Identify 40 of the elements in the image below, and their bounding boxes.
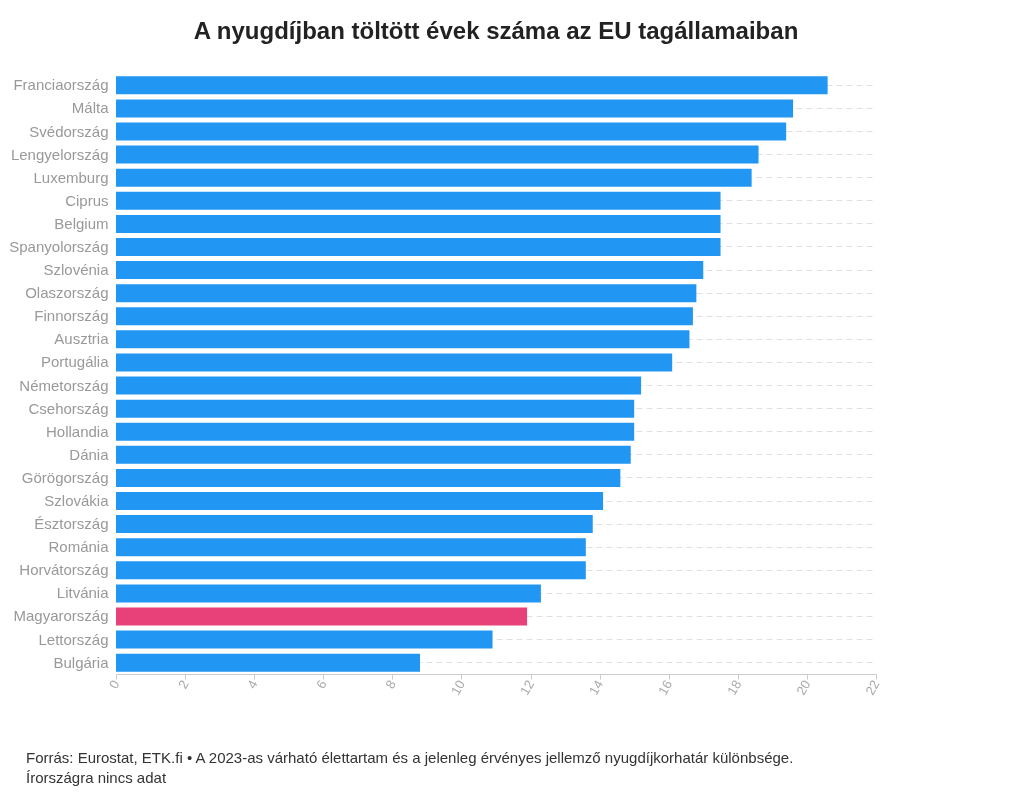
y-tick-label: Málta <box>71 99 110 117</box>
y-tick-label: Belgium <box>54 214 109 232</box>
y-tick-label: Portugália <box>40 353 110 371</box>
x-tick-label: 4 <box>244 677 261 692</box>
chart-title: A nyugdíjban töltött évek száma az EU tagállamaiban <box>193 17 799 44</box>
y-tick-label: Horvátország <box>19 561 109 579</box>
y-tick-label: Németország <box>19 376 109 394</box>
y-tick-label: Görögország <box>21 468 109 486</box>
y-tick-label: Románia <box>48 538 110 556</box>
y-tick-label: Svédország <box>29 122 109 140</box>
x-tick-label: 20 <box>793 677 814 698</box>
y-tick-label: Litvánia <box>56 584 110 602</box>
x-tick-label: 22 <box>862 677 883 698</box>
y-tick-label: Lengyelország <box>10 145 109 163</box>
y-tick-label: Ausztria <box>54 330 110 348</box>
x-tick-label: 6 <box>313 677 330 692</box>
y-tick-label: Lettország <box>38 630 109 648</box>
x-tick-label: 10 <box>447 677 469 698</box>
x-tick-label: 0 <box>105 677 123 692</box>
y-tick-label: Luxemburg <box>33 168 109 186</box>
x-tick-label: 12 <box>516 677 538 698</box>
y-tick-label: Szlovénia <box>43 261 110 279</box>
y-tick-label: Hollandia <box>45 422 110 440</box>
y-tick-label: Olaszország <box>25 284 109 302</box>
x-tick-label: 16 <box>655 677 676 698</box>
y-tick-label: Magyarország <box>13 607 109 625</box>
x-tick-label: 18 <box>724 677 745 698</box>
y-tick-label: Ciprus <box>65 191 109 209</box>
y-tick-label: Észtország <box>34 515 109 533</box>
y-tick-label: Dánia <box>69 445 110 463</box>
y-tick-label: Bulgária <box>53 653 110 671</box>
text: Forrás: Eurostat, ETK.fi • A 2023-as várható élettartam és a jelenleg érvényes jellemző nyugdíjkorhatár különbsége. Írországra nincs adat <box>26 748 795 788</box>
y-tick-label: Szlovákia <box>44 492 110 510</box>
y-tick-label: Finnország <box>34 307 109 325</box>
y-tick-label: Csehország <box>28 399 109 417</box>
x-tick-label: 14 <box>585 677 607 698</box>
y-tick-label: Spanyolország <box>9 237 109 255</box>
x-tick-label: 8 <box>382 677 399 692</box>
y-tick-label: Franciaország <box>13 76 109 94</box>
x-tick-label: 2 <box>175 677 192 692</box>
